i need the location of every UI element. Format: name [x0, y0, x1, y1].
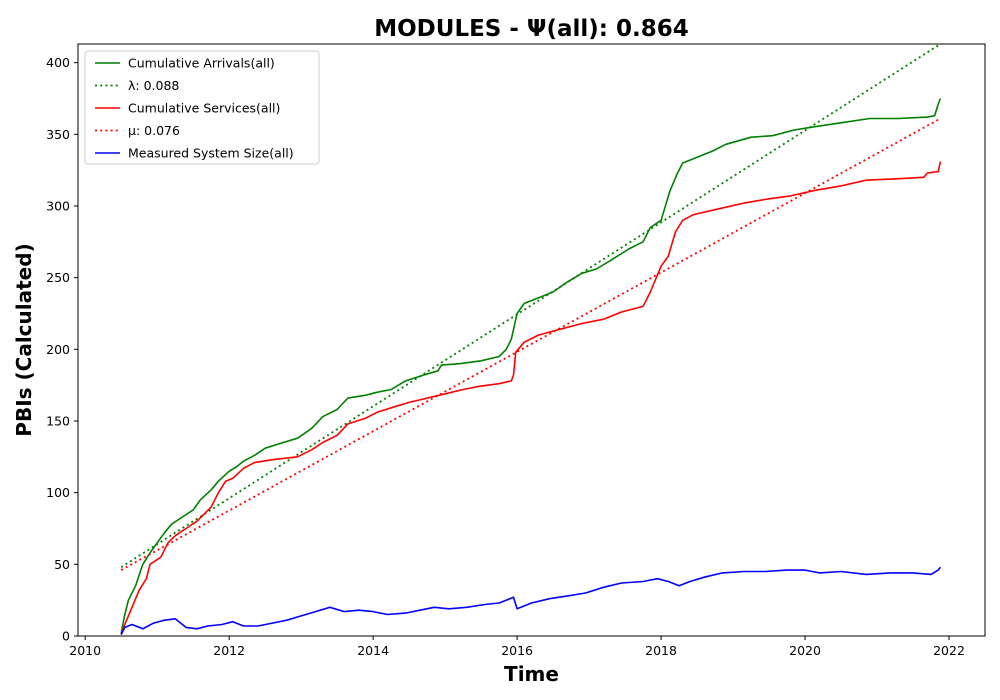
series-line-1 — [120, 98, 942, 634]
y-tick-label: 50 — [54, 557, 70, 572]
y-tick-label: 0 — [62, 629, 70, 644]
y-axis-ticks: 0 50 100 150 200 250 300 350 400 — [46, 55, 78, 644]
x-tick-label: 2016 — [501, 643, 533, 658]
series-layer — [120, 43, 942, 635]
x-axis-ticks: 2010 2012 2014 2016 2018 2020 2022 — [69, 636, 965, 658]
y-axis-label: PBIs (Calculated) — [12, 243, 36, 436]
legend-label: Cumulative Services(all) — [128, 101, 280, 116]
legend-label: Cumulative Arrivals(all) — [128, 56, 275, 71]
series-line-3 — [120, 161, 942, 635]
x-tick-label: 2018 — [645, 643, 677, 658]
x-tick-label: 2022 — [933, 643, 965, 658]
x-tick-label: 2012 — [213, 643, 245, 658]
y-tick-label: 200 — [46, 342, 70, 357]
legend-label: λ: 0.088 — [128, 78, 179, 93]
plot-frame — [77, 43, 986, 637]
legend-label: Measured System Size(all) — [128, 146, 294, 161]
legend-label: μ: 0.076 — [128, 123, 180, 138]
y-tick-label: 250 — [46, 270, 70, 285]
y-tick-label: 400 — [46, 55, 70, 70]
series-line-4 — [120, 117, 941, 571]
x-tick-label: 2010 — [69, 643, 101, 658]
y-tick-label: 100 — [46, 485, 70, 500]
x-tick-label: 2014 — [357, 643, 389, 658]
y-tick-label: 350 — [46, 127, 70, 142]
x-tick-label: 2020 — [789, 643, 821, 658]
legend-box — [84, 50, 320, 165]
y-tick-label: 300 — [46, 198, 70, 213]
x-axis-label: Time — [504, 662, 559, 686]
series-line-2 — [120, 43, 941, 568]
legend: Cumulative Arrivals(all) λ: 0.088 Cumulati… — [84, 50, 320, 165]
series-line-5 — [120, 566, 942, 635]
chart-title: MODULES - Ψ(all): 0.864 — [374, 16, 689, 42]
y-tick-label: 150 — [46, 413, 70, 428]
